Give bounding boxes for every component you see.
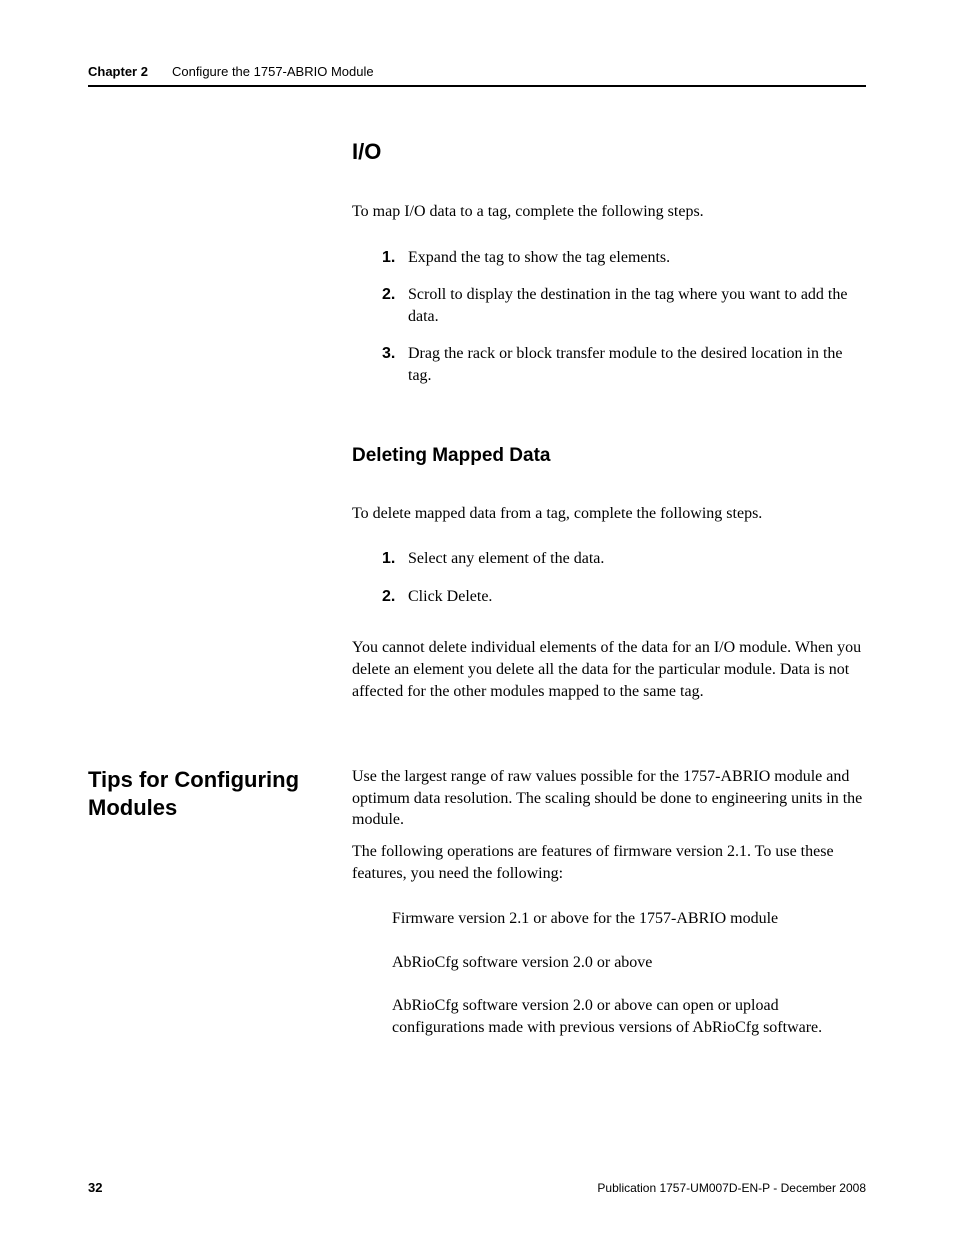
tips-section-row: Tips for Configuring Modules Use the lar… (88, 766, 866, 831)
step-number: 2. (382, 586, 408, 608)
page-content: I/O To map I/O data to a tag, complete t… (88, 139, 866, 1038)
publication-info: Publication 1757-UM007D-EN-P - December … (597, 1181, 866, 1195)
step-text: Drag the rack or block transfer module t… (408, 343, 866, 386)
page-header: Chapter 2 Configure the 1757-ABRIO Modul… (88, 64, 866, 87)
bullet-item: Firmware version 2.1 or above for the 17… (392, 908, 866, 930)
chapter-label: Chapter 2 (88, 64, 148, 79)
page-container: Chapter 2 Configure the 1757-ABRIO Modul… (0, 0, 954, 1235)
bullet-item: AbRioCfg software version 2.0 or above (392, 952, 866, 974)
tips-bullet-list: Firmware version 2.1 or above for the 17… (392, 908, 866, 1038)
delete-steps-list: 1. Select any element of the data. 2. Cl… (382, 548, 866, 607)
io-steps-list: 1. Expand the tag to show the tag elemen… (382, 247, 866, 387)
step-item: 1. Expand the tag to show the tag elemen… (382, 247, 866, 269)
page-number: 32 (88, 1180, 102, 1195)
bullet-item: AbRioCfg software version 2.0 or above c… (392, 995, 866, 1038)
step-item: 3. Drag the rack or block transfer modul… (382, 343, 866, 386)
step-number: 2. (382, 284, 408, 306)
step-number: 3. (382, 343, 408, 365)
page-footer: 32 Publication 1757-UM007D-EN-P - Decemb… (88, 1180, 866, 1195)
step-text: Scroll to display the destination in the… (408, 284, 866, 327)
tips-para2: The following operations are features of… (352, 841, 866, 884)
heading-io: I/O (352, 139, 866, 165)
heading-tips-configuring-modules: Tips for Configuring Modules (88, 766, 352, 821)
step-number: 1. (382, 247, 408, 269)
spacer (88, 726, 866, 766)
spacer (88, 831, 866, 841)
step-item: 2. Click Delete. (382, 586, 866, 608)
step-text: Select any element of the data. (408, 548, 614, 570)
heading-deleting-mapped-data: Deleting Mapped Data (352, 445, 866, 467)
spacer (88, 417, 866, 445)
step-item: 1. Select any element of the data. (382, 548, 866, 570)
step-text: Expand the tag to show the tag elements. (408, 247, 680, 269)
step-number: 1. (382, 548, 408, 570)
io-intro-text: To map I/O data to a tag, complete the f… (352, 201, 866, 223)
tips-para1: Use the largest range of raw values poss… (352, 766, 866, 831)
delete-note-text: You cannot delete individual elements of… (352, 637, 866, 702)
step-text: Click Delete. (408, 586, 502, 608)
delete-intro-text: To delete mapped data from a tag, comple… (352, 503, 866, 525)
chapter-title: Configure the 1757-ABRIO Module (172, 64, 374, 79)
step-item: 2. Scroll to display the destination in … (382, 284, 866, 327)
